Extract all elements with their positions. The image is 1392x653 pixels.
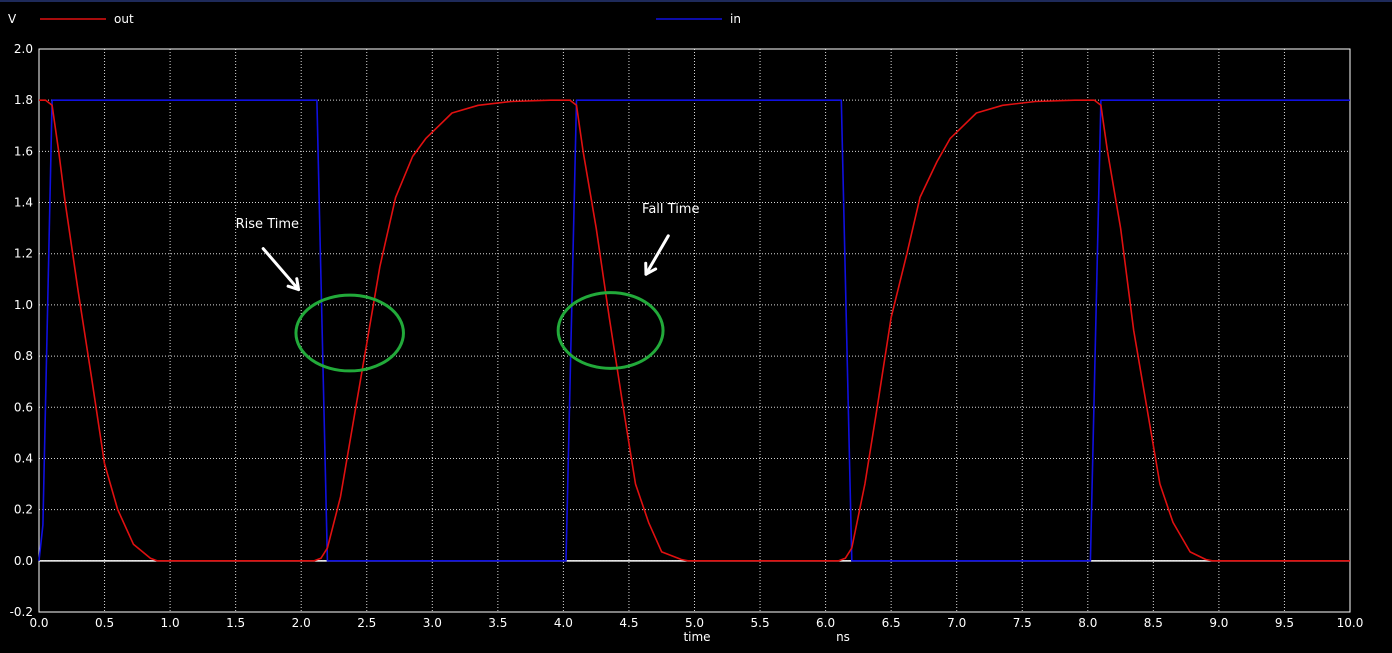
highlight-layer — [294, 291, 665, 373]
x-tick-label-20: 10.0 — [1337, 616, 1364, 630]
x-tick-label-10: 5.0 — [685, 616, 704, 630]
x-tick-label-16: 8.0 — [1078, 616, 1097, 630]
highlight-ellipse-1 — [556, 291, 665, 370]
series-line-in — [38, 99, 1350, 562]
grid — [39, 49, 1350, 612]
x-tick-label-0: 0.0 — [29, 616, 48, 630]
y-tick-label-7: 0.6 — [14, 400, 33, 414]
x-tick-label-7: 3.5 — [488, 616, 507, 630]
x-axis-unit: ns — [836, 630, 850, 644]
legend: out in — [40, 12, 741, 26]
x-tick-label-8: 4.0 — [554, 616, 573, 630]
x-tick-label-14: 7.0 — [947, 616, 966, 630]
y-tick-label-11: -0.2 — [10, 605, 33, 619]
x-tick-label-2: 1.0 — [161, 616, 180, 630]
y-tick-label-2: 1.6 — [14, 144, 33, 158]
annotation-layer: Rise Time Fall Time — [236, 202, 699, 292]
y-tick-label-5: 1.0 — [14, 298, 33, 312]
x-tick-label-3: 1.5 — [226, 616, 245, 630]
x-axis-label: time — [683, 630, 710, 644]
x-tick-label-6: 3.0 — [423, 616, 442, 630]
y-tick-label-3: 1.4 — [14, 196, 33, 210]
y-tick-label-10: 0.0 — [14, 554, 33, 568]
annotation-arrow-1 — [644, 234, 670, 276]
x-tick-label-9: 4.5 — [619, 616, 638, 630]
series-line-out — [39, 99, 1350, 562]
series-layer — [38, 99, 1350, 562]
x-tick-label-4: 2.0 — [292, 616, 311, 630]
y-tick-label-6: 0.8 — [14, 349, 33, 363]
x-tick-label-5: 2.5 — [357, 616, 376, 630]
y-tick-label-4: 1.2 — [14, 247, 33, 261]
x-tick-label-11: 5.5 — [751, 616, 770, 630]
y-tick-label-1: 1.8 — [14, 93, 33, 107]
plot-border — [38, 48, 1351, 613]
x-tick-label-12: 6.0 — [816, 616, 835, 630]
y-tick-label-8: 0.4 — [14, 451, 33, 465]
x-tick-label-15: 7.5 — [1013, 616, 1032, 630]
y-tick-label-9: 0.2 — [14, 503, 33, 517]
y-tick-labels: 2.0 1.8 1.6 1.4 1.2 1.0 0.8 0.6 0.4 0.2 0.0 -0.2 — [10, 42, 33, 619]
annotation-label-1: Fall Time — [642, 202, 699, 217]
x-tick-label-1: 0.5 — [95, 616, 114, 630]
legend-label-out: out — [114, 12, 134, 26]
x-tick-label-18: 9.0 — [1209, 616, 1228, 630]
y-axis-label: V — [8, 12, 17, 26]
annotation-arrow-0 — [261, 247, 301, 292]
legend-label-in: in — [730, 12, 741, 26]
highlight-ellipse-0 — [294, 293, 405, 373]
x-tick-label-19: 9.5 — [1275, 616, 1294, 630]
x-tick-label-13: 6.5 — [882, 616, 901, 630]
x-tick-labels: 0.0 0.5 1.0 1.5 2.0 2.5 3.0 3.5 4.0 4.5 5.0 5.5 6.0 6… — [29, 616, 1363, 630]
y-tick-label-0: 2.0 — [14, 42, 33, 56]
annotation-label-0: Rise Time — [236, 217, 299, 232]
x-tick-label-17: 8.5 — [1144, 616, 1163, 630]
